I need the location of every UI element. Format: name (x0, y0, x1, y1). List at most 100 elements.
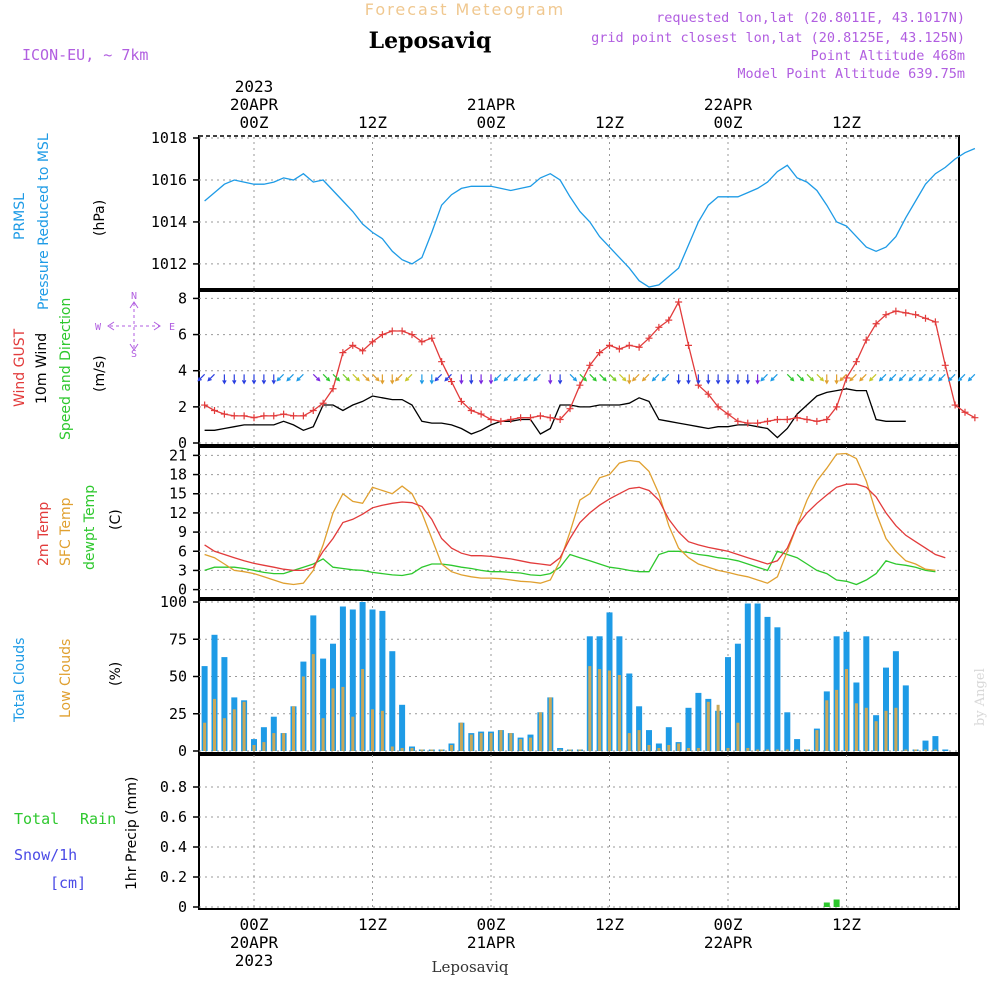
wind-gust-marker (250, 414, 258, 422)
pressure-panel-frame (198, 135, 960, 290)
cloud-labels: Total Clouds Low Clouds (%) (12, 638, 124, 723)
wind-direction-arrow (735, 374, 741, 385)
total-cloud-bar (349, 609, 356, 751)
low-cloud-bar (213, 698, 216, 751)
wind-direction-arrow (849, 373, 857, 382)
pressure-ytick-label: 1012 (151, 255, 187, 273)
grid-point-coords: grid point closest lon,lat (20.8125E, 43… (591, 30, 965, 46)
wind-gust-marker (843, 374, 850, 382)
total-cloud-bar (655, 743, 662, 751)
wind-gust-marker (872, 320, 880, 328)
low-cloud-bar (262, 742, 266, 751)
wind-direction-arrow (493, 373, 502, 382)
wind-direction-arrow (609, 373, 617, 382)
low-cloud-bar (756, 749, 760, 751)
wind-gust-marker (260, 412, 268, 420)
pressure-ytick-label: 1014 (151, 213, 187, 231)
total-cloud-bar (942, 749, 949, 751)
total-cloud-bar (260, 727, 267, 751)
precip-labels: Total Rain Snow/1h [cm] 1hr Precip (mm) (14, 777, 140, 892)
wind-direction-arrow (394, 373, 403, 382)
wind-gust-marker (329, 385, 337, 393)
footer-location: Leposaviq (432, 958, 509, 976)
wind-direction-arrow (261, 374, 267, 385)
wind-gust-marker (922, 314, 929, 322)
wind-direction-arrow (419, 374, 425, 385)
wind-direction-arrow (478, 374, 484, 385)
low-cloud-bar (687, 748, 690, 751)
low-cloud-bar (845, 669, 848, 751)
low-cloud-bar (489, 733, 493, 751)
sfc-temp-line (204, 452, 936, 586)
wind-direction-arrow (444, 373, 452, 382)
bottom-date-label: 20APR (230, 933, 279, 952)
wind-direction-arrow (296, 373, 304, 382)
requested-coords: requested lon,lat (20.8011E, 43.1017N) (656, 10, 965, 26)
cloud-ytick-label: 75 (169, 630, 187, 648)
bottom-hour-label: 12Z (832, 915, 861, 934)
low-cloud-bar (420, 749, 424, 751)
precip-label-cm: [cm] (50, 874, 86, 892)
compass-icon: N S W E (95, 291, 175, 360)
wind-gust-marker (675, 298, 683, 306)
wind-gust-marker (546, 414, 554, 422)
wind-direction-arrow (839, 373, 847, 382)
wind-direction-arrow (696, 374, 701, 385)
top-hour-label: 00Z (477, 113, 506, 132)
low-cloud-bar (854, 703, 858, 751)
wind-direction-arrow (207, 373, 215, 382)
wind-gust-marker (448, 378, 455, 386)
wind-direction-arrow (557, 374, 563, 385)
wind-direction-arrow (878, 373, 887, 382)
wind-gust-marker (685, 341, 692, 349)
total-cloud-bar (320, 658, 327, 751)
total-cloud-bar (339, 606, 346, 751)
rain-bar (833, 899, 840, 907)
wind-direction-arrow (362, 373, 370, 382)
wind-gust-marker (852, 358, 860, 366)
wind-speed-line (204, 388, 906, 439)
wind-gust-marker (635, 343, 643, 351)
temp-ytick-label: 9 (178, 523, 187, 541)
bottom-date-label: 22APR (704, 933, 753, 952)
wind-direction-arrow (786, 373, 795, 382)
wind-direction-arrow (222, 374, 227, 385)
low-cloud-bar (568, 749, 572, 751)
wind-gust-marker (833, 403, 841, 411)
low-cloud-bar (380, 710, 384, 751)
wind-direction-arrow (599, 373, 607, 382)
wind-gust-marker (941, 361, 949, 369)
wind-gust-marker (428, 334, 436, 342)
wind-gust-marker (961, 408, 969, 416)
wind-direction-arrow (488, 374, 494, 385)
low-cloud-bar (499, 730, 503, 751)
total-cloud-bar (369, 609, 376, 751)
low-cloud-bar (371, 709, 374, 751)
low-cloud-bar (222, 718, 226, 751)
total-cloud-bar (685, 707, 692, 751)
top-hour-label: 12Z (358, 113, 387, 132)
wind-ytick-label: 4 (178, 362, 187, 380)
wind-direction-arrow (806, 373, 815, 382)
wind-direction-arrow (651, 373, 660, 382)
low-cloud-bar (509, 733, 513, 751)
wind-direction-arrow (725, 374, 731, 385)
total-cloud-bar (695, 692, 702, 751)
cloud-unit: (%) (108, 662, 124, 686)
low-cloud-bar (805, 749, 809, 751)
bottom-hour-label: 00Z (714, 915, 743, 934)
wind-direction-arrow (523, 373, 531, 382)
low-cloud-bar (657, 748, 661, 751)
wind-direction-arrow (661, 373, 670, 382)
wind-gust-marker (309, 406, 317, 414)
total-cloud-bar (794, 739, 801, 751)
top-hour-label: 00Z (714, 113, 743, 132)
overlay-title: Forecast Meteogram (365, 0, 565, 19)
wind-direction-arrow (868, 373, 877, 382)
pressure-label-2: Pressure Reduced to MSL (36, 133, 52, 310)
wind-direction-arrow (745, 374, 750, 385)
low-cloud-bar (558, 749, 562, 751)
wind-direction-arrow (241, 374, 247, 385)
wind-gust-marker (280, 410, 288, 418)
